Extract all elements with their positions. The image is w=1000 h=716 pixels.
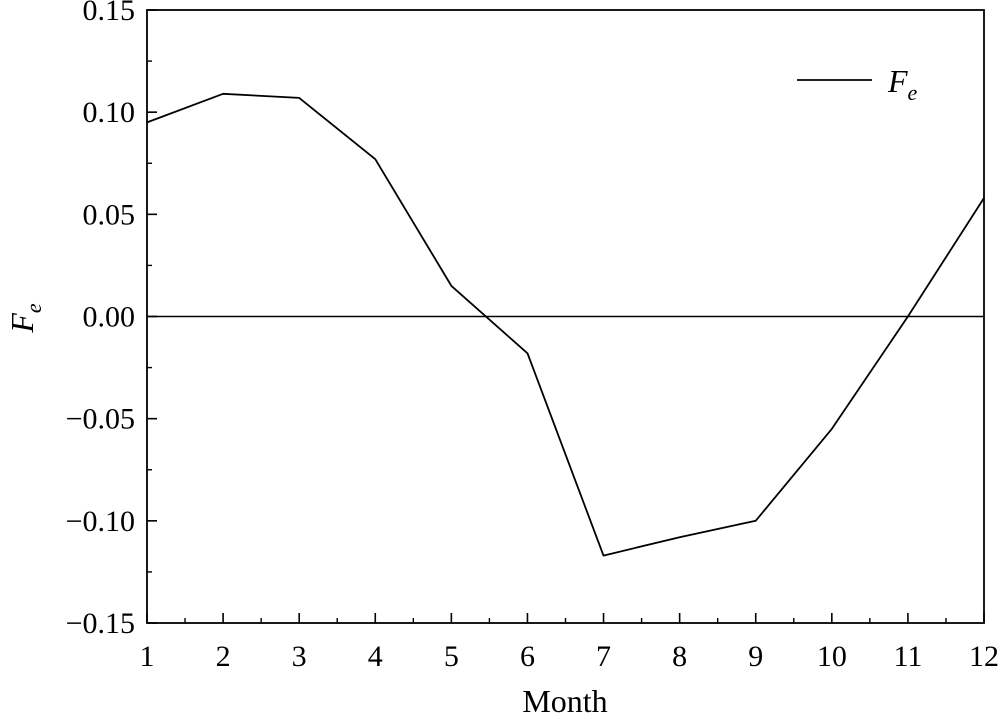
legend-label-subscript: e [908, 80, 918, 105]
x-tick-label: 7 [596, 640, 611, 673]
legend-label-main: F [887, 63, 908, 99]
y-tick-label: −0.05 [66, 403, 135, 436]
x-tick-label: 10 [817, 640, 847, 673]
x-tick-label: 9 [748, 640, 763, 673]
x-tick-label: 11 [893, 640, 922, 673]
plot-frame [146, 9, 985, 624]
legend: Fe [797, 63, 918, 105]
x-tick-label: 8 [672, 640, 687, 673]
x-tick-label: 6 [520, 640, 535, 673]
y-tick-label: −0.15 [66, 607, 135, 640]
x-axis-title: Month [522, 683, 607, 716]
x-tick-label: 5 [444, 640, 459, 673]
tick-labels: 1 2 3 4 5 6 7 8 9 10 11 120.150.100.050.00−0.05−0.1… [66, 0, 999, 673]
y-tick-label: 0.05 [83, 198, 136, 231]
legend-label: Fe [887, 63, 918, 105]
series-line-fe [146, 92, 985, 557]
y-tick-label: 0.00 [83, 301, 136, 334]
y-tick-label: −0.10 [66, 505, 135, 538]
x-tick-label: 3 [292, 640, 307, 673]
y-tick-label: 0.10 [83, 96, 136, 129]
svg-text:Fe: Fe [4, 303, 46, 334]
x-tick-label: 4 [368, 640, 383, 673]
x-tick-label: 2 [216, 640, 231, 673]
x-tick-label: 1 [140, 640, 155, 673]
y-axis-title: Fe [4, 303, 46, 334]
x-tick-label: 12 [969, 640, 999, 673]
y-axis-title-main: F [4, 313, 40, 334]
y-tick-label: 0.15 [83, 0, 136, 27]
y-axis-title-subscript: e [21, 303, 46, 313]
